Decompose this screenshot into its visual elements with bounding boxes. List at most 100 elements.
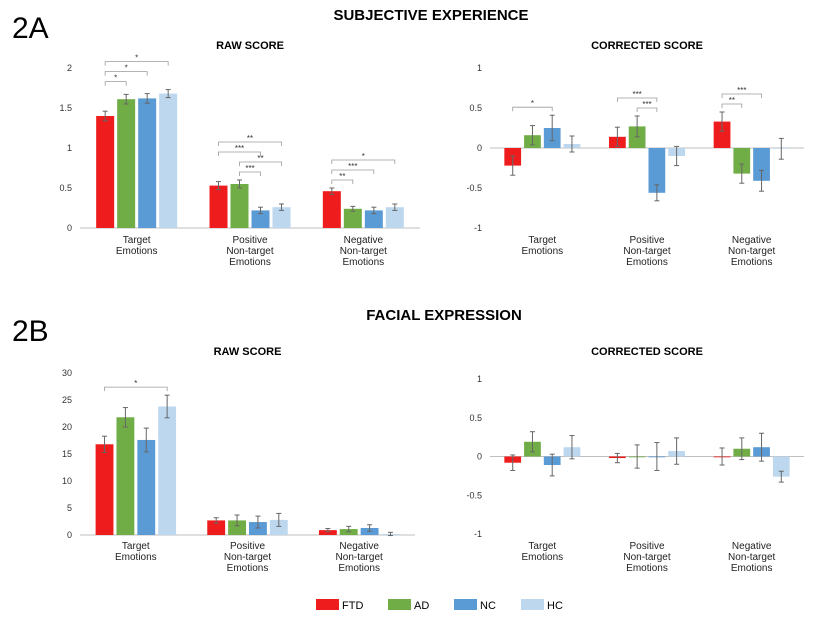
error-bar [144, 93, 150, 104]
error-bar [510, 454, 516, 471]
y-tick-label: 2 [67, 63, 72, 73]
bar-ftd [322, 191, 341, 228]
chart-2b-raw-score: RAW SCORE 0 5 10 15 20 25 30 Target Emotions Posit… [62, 346, 415, 574]
error-bar [778, 470, 784, 483]
error-bar [371, 206, 377, 215]
svg-text:*: * [362, 152, 365, 161]
significance-bracket: ** [239, 154, 282, 166]
bar-ftd [318, 530, 337, 535]
y-tick-label: 10 [62, 476, 72, 486]
y-tick-label: 5 [67, 503, 72, 513]
significance-bracket: *** [636, 100, 658, 112]
error-bar [346, 525, 352, 533]
y-tick-label: 1 [67, 143, 72, 153]
y-tick-label: 0.5 [469, 413, 482, 423]
chart-title: RAW SCORE [214, 346, 282, 358]
chart-2a-raw-score: RAW SCORE 0 0.5 1 1.5 2 Target Emotions Positive… [59, 40, 420, 268]
svg-text:*: * [125, 64, 128, 73]
error-bar [237, 179, 242, 189]
legend-label-hc: HC [547, 600, 563, 612]
error-bar [510, 155, 516, 176]
chart-2b-corrected-score: CORRECTED SCORE -1 -0.5 0 0.5 1 Target Emotions… [466, 346, 804, 574]
error-bar [276, 512, 282, 527]
error-bar [654, 184, 660, 202]
error-bar [569, 135, 575, 153]
error-bar [122, 407, 128, 428]
panel-2b-label: 2B [12, 315, 49, 348]
y-tick-label: 0 [477, 452, 482, 462]
svg-text:***: *** [348, 162, 357, 171]
error-bar [102, 110, 108, 122]
bar-ad [117, 99, 136, 228]
bar-ad [116, 417, 135, 535]
bar-ad [343, 208, 362, 228]
significance-bracket: *** [616, 90, 658, 102]
svg-text:***: *** [235, 144, 244, 153]
bar-ftd [207, 520, 226, 535]
svg-text:***: *** [632, 90, 641, 99]
legend-label-ad: AD [414, 600, 429, 612]
y-tick-label: 0 [67, 223, 72, 233]
svg-text:***: *** [642, 100, 651, 109]
category-label: Target Emotions [115, 541, 157, 563]
error-bar [123, 93, 129, 105]
chart-title: CORRECTED SCORE [591, 346, 703, 358]
significance-bracket: ** [331, 172, 354, 184]
svg-text:**: ** [729, 96, 735, 105]
significance-bracket: *** [331, 162, 375, 174]
svg-text:*: * [531, 99, 534, 108]
category-label: Negative Non-target Emotions [336, 541, 383, 574]
error-bar [258, 206, 263, 215]
error-bar [529, 431, 535, 453]
error-bar [614, 452, 620, 464]
y-tick-label: 0 [67, 530, 72, 540]
bar-ftd [713, 121, 731, 148]
legend-swatch-ad [388, 599, 411, 610]
category-label: Target Emotions [116, 235, 158, 257]
error-bar [719, 447, 725, 466]
y-tick-label: -1 [474, 223, 482, 233]
error-bar [164, 394, 170, 419]
svg-text:*: * [114, 74, 117, 83]
significance-bracket: * [104, 54, 169, 66]
chart-title: RAW SCORE [216, 40, 284, 52]
bar-hc [272, 207, 291, 228]
error-bar [529, 125, 535, 146]
error-bar [367, 524, 373, 532]
error-bar [719, 111, 725, 132]
category-label: Positive Non-target Emotions [623, 541, 670, 574]
significance-bracket: *** [239, 164, 261, 176]
error-bar [569, 435, 575, 460]
y-tick-label: 25 [62, 395, 72, 405]
error-bar [614, 126, 620, 147]
bar-nc [648, 148, 666, 193]
error-bar [350, 205, 356, 212]
bar-nc [364, 210, 383, 228]
bar-ad [230, 184, 249, 228]
svg-text:**: ** [257, 154, 263, 163]
legend-label-ftd: FTD [342, 600, 363, 612]
svg-text:**: ** [339, 172, 345, 181]
bar-ftd [96, 116, 115, 228]
error-bar [255, 515, 261, 529]
significance-bracket: *** [721, 86, 762, 98]
panel-2a-title: SUBJECTIVE EXPERIENCE [333, 7, 528, 24]
legend-swatch-ftd [316, 599, 339, 610]
category-label: Negative Non-target Emotions [728, 235, 775, 268]
legend-swatch-hc [521, 599, 544, 610]
y-tick-label: -0.5 [466, 490, 482, 500]
error-bar [739, 437, 745, 461]
error-bar [102, 435, 108, 453]
error-bar [759, 169, 765, 192]
bar-nc [138, 98, 157, 229]
error-bar [549, 114, 555, 142]
error-bar [325, 528, 331, 533]
significance-bracket: ** [218, 134, 282, 146]
chart-2a-corrected-score: CORRECTED SCORE -1 -0.5 0 0.5 1 Target Emotions… [466, 40, 804, 268]
error-bar [759, 432, 765, 462]
y-tick-label: 0 [477, 143, 482, 153]
bar-ad [228, 520, 246, 535]
error-bar [165, 89, 171, 99]
category-label: Positive Non-target Emotions [224, 541, 271, 574]
svg-text:***: *** [737, 86, 746, 95]
